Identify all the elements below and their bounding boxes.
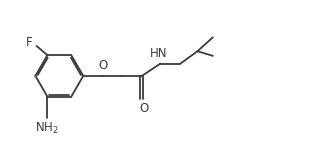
- Text: O: O: [140, 102, 149, 115]
- Text: HN: HN: [150, 47, 168, 60]
- Text: F: F: [26, 36, 33, 49]
- Text: O: O: [99, 59, 108, 72]
- Text: NH$_2$: NH$_2$: [35, 121, 59, 136]
